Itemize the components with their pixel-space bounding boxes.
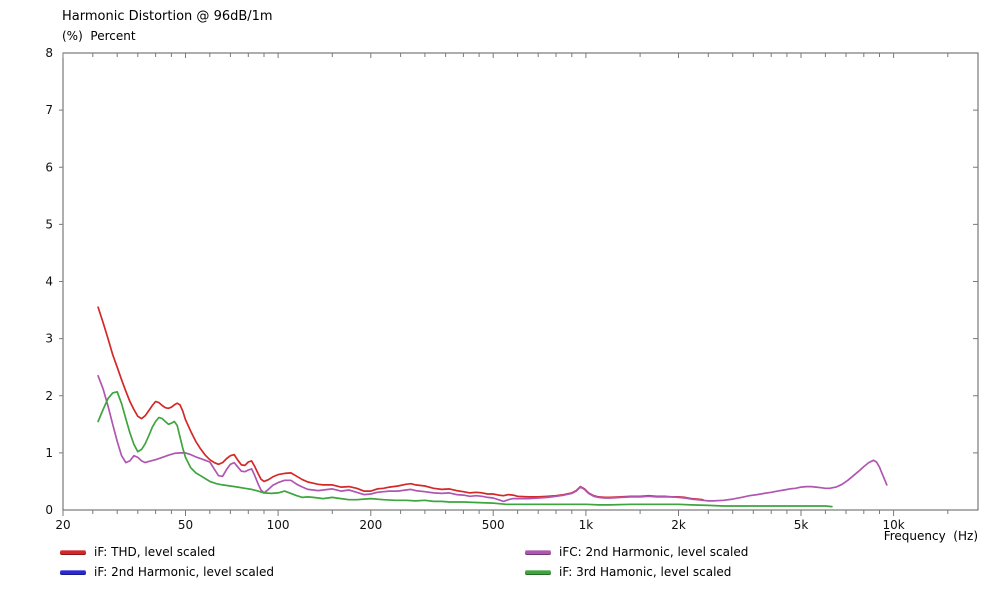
- legend-label-if-2nd-harmonic: iF: 2nd Harmonic, level scaled: [94, 565, 275, 579]
- y-tick-label: 4: [45, 275, 53, 289]
- chart-title: Harmonic Distortion @ 96dB/1m: [62, 9, 273, 24]
- legend-item-ifc-2nd-harmonic: iFC: 2nd Harmonic, level scaled: [525, 544, 748, 560]
- curve-3: [97, 390, 833, 508]
- legend-item-if-3rd-harmonic: iF: 3rd Hamonic, level scaled: [525, 564, 731, 580]
- y-tick-label: 2: [45, 389, 53, 403]
- x-tick-label: 2k: [671, 518, 686, 532]
- curve-0: [97, 306, 704, 501]
- x-tick-label: 200: [359, 518, 382, 532]
- y-tick-label: 7: [45, 103, 53, 117]
- y-tick-label: 3: [45, 332, 53, 346]
- x-tick-label: 5k: [794, 518, 809, 532]
- plot-border: [62, 52, 979, 511]
- legend-swatch-if-3rd-harmonic: [525, 569, 551, 575]
- x-tick-label: 50: [178, 518, 193, 532]
- y-tick-label: 0: [45, 503, 53, 517]
- y-tick-label: 8: [45, 46, 53, 60]
- legend-label-thd: iF: THD, level scaled: [94, 545, 216, 559]
- legend-label-ifc-2nd-harmonic: iFC: 2nd Harmonic, level scaled: [559, 545, 749, 559]
- x-tick-label: 20: [55, 518, 70, 532]
- y-tick-label: 1: [45, 446, 53, 460]
- x-tick-label: 1k: [579, 518, 594, 532]
- x-tick-label: 10k: [882, 518, 904, 532]
- curve-2: [97, 374, 888, 503]
- legend-item-thd: iF: THD, level scaled: [60, 544, 215, 560]
- chart-y-unit-label: (%) Percent: [62, 29, 136, 43]
- legend-swatch-ifc-2nd-harmonic: [525, 549, 551, 555]
- legend-swatch-thd: [60, 549, 86, 555]
- legend-label-if-3rd-harmonic: iF: 3rd Hamonic, level scaled: [559, 565, 732, 579]
- x-tick-label: 500: [482, 518, 505, 532]
- x-tick-label: 100: [267, 518, 290, 532]
- y-tick-label: 6: [45, 160, 53, 174]
- legend-item-if-2nd-harmonic: iF: 2nd Harmonic, level scaled: [60, 564, 274, 580]
- y-tick-label: 5: [45, 217, 53, 231]
- legend-swatch-if-2nd-harmonic: [60, 569, 86, 575]
- x-axis-label: Frequency (Hz): [883, 529, 978, 543]
